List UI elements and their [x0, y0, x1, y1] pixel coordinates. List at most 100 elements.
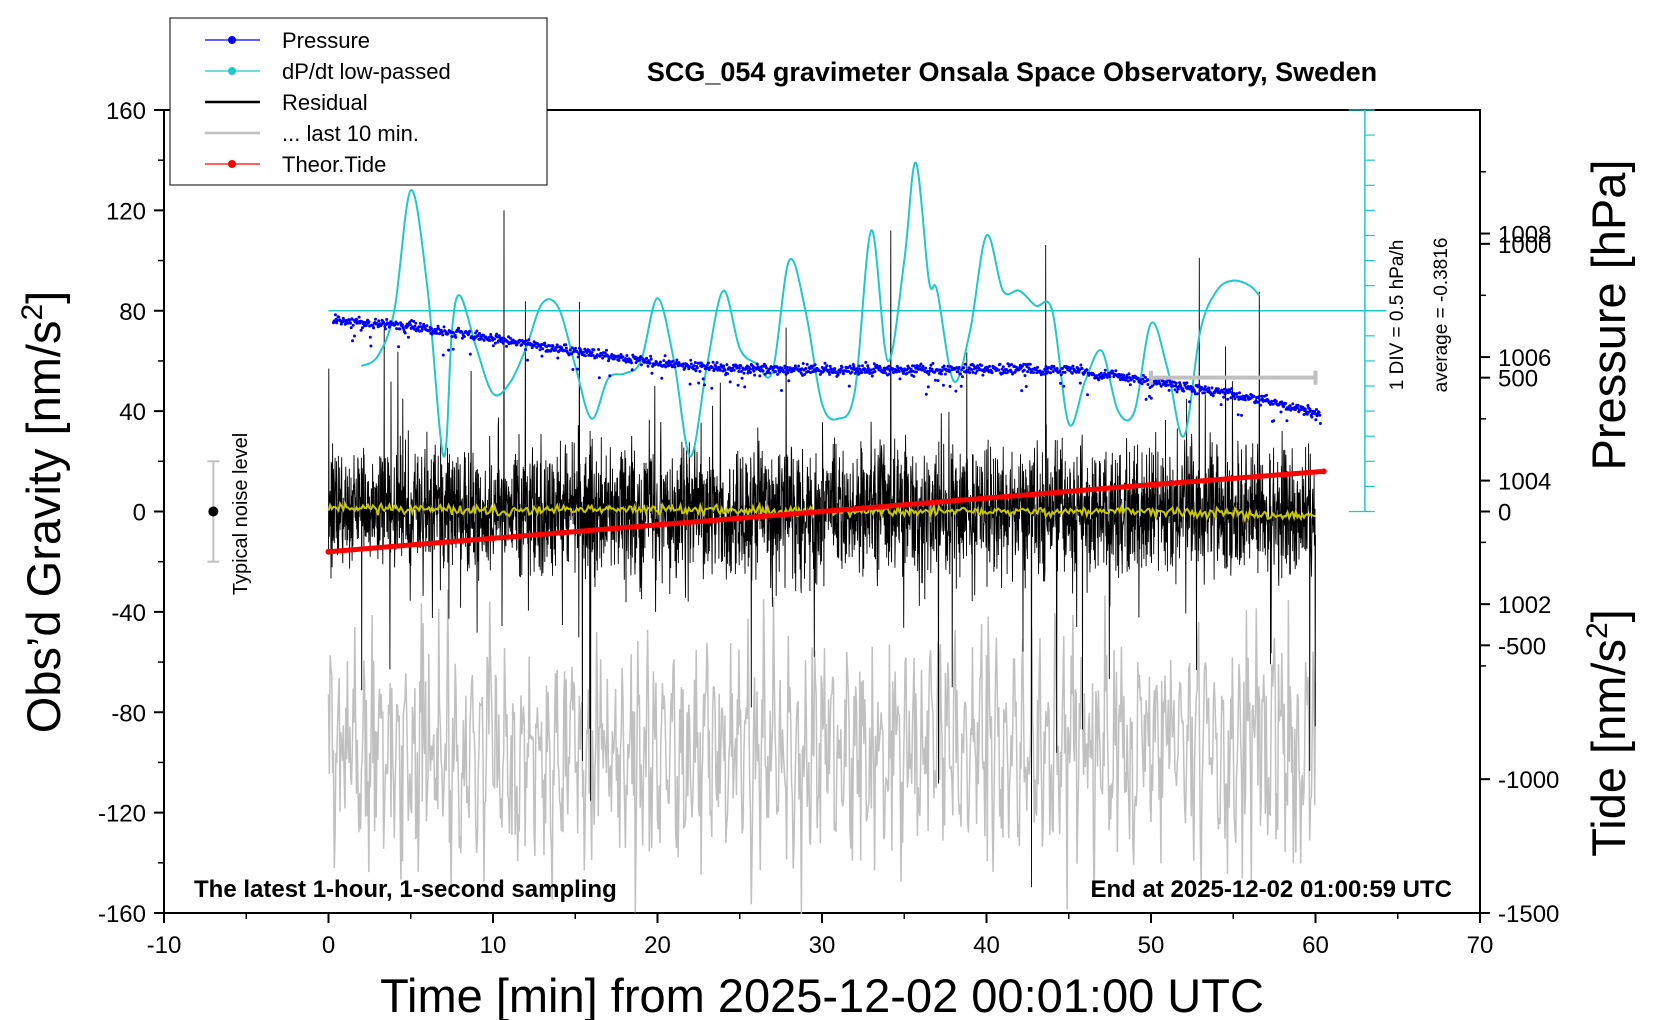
pressure-point: [1280, 400, 1284, 404]
pressure-point: [1059, 373, 1063, 377]
gravity-axis-label: Obs’d Gravity [nm/s2]: [16, 291, 70, 733]
pressure-point: [571, 368, 575, 371]
pressure-point: [1318, 422, 1322, 425]
pressure-point: [954, 389, 958, 393]
pressure-point: [856, 370, 860, 373]
pressure-point: [748, 367, 752, 371]
pressure-point: [1224, 391, 1228, 394]
pressure-point: [1176, 387, 1180, 391]
tide-axis-label-sup: 2: [1581, 622, 1614, 639]
pressure-point: [349, 321, 352, 325]
pressure-point: [1226, 397, 1230, 401]
pressure-point: [1063, 370, 1067, 374]
pressure-point: [396, 322, 400, 326]
pressure-point: [898, 377, 902, 381]
x-axis-label: Time [min] from 2025-12-02 00:01:00 UTC: [380, 969, 1264, 1020]
pressure-point: [1238, 391, 1241, 395]
pressure-point: [360, 326, 364, 330]
pressure-point: [1260, 394, 1264, 398]
pressure-point: [1288, 404, 1292, 408]
pressure-point: [692, 364, 696, 368]
pressure-point: [1195, 392, 1199, 396]
pressure-point: [493, 337, 497, 341]
pressure-point: [929, 363, 933, 367]
pressure-point: [851, 363, 855, 366]
pressure-point: [735, 364, 739, 368]
tide-tick-label: -500: [1498, 633, 1546, 660]
pressure-point: [1318, 413, 1322, 417]
pressure-point: [689, 358, 693, 362]
pressure-point: [694, 369, 698, 373]
pressure-point: [833, 367, 837, 371]
pressure-point: [333, 313, 337, 317]
pressure-point: [728, 380, 732, 384]
pressure-point: [739, 370, 743, 373]
pressure-point: [359, 328, 363, 332]
pressure-point: [462, 335, 466, 339]
gravity-tick-label: -160: [98, 901, 146, 928]
pressure-point: [761, 369, 765, 373]
pressure-point: [364, 324, 368, 327]
x-tick-label: -10: [147, 932, 182, 959]
pressure-point: [579, 348, 583, 352]
pressure-point: [1166, 383, 1170, 387]
pressure-point: [582, 350, 585, 354]
pressure-point: [946, 364, 950, 368]
pressure-point: [1285, 419, 1289, 423]
pressure-point: [641, 357, 645, 361]
pressure-point: [793, 364, 797, 368]
pressure-point: [1042, 372, 1046, 376]
last-10-min-line: [327, 589, 1317, 915]
pressure-point: [645, 356, 649, 360]
pressure-point: [398, 327, 402, 331]
x-tick-label: 50: [1138, 932, 1165, 959]
pressure-point: [460, 330, 464, 334]
pressure-point: [786, 366, 789, 369]
pressure-point: [551, 345, 555, 348]
pressure-point: [617, 359, 621, 362]
pressure-point: [1044, 365, 1048, 368]
pressure-point: [425, 324, 429, 328]
pressure-point: [786, 371, 790, 375]
pressure-point: [1080, 367, 1084, 371]
pressure-point: [1216, 387, 1220, 391]
pressure-point: [785, 368, 789, 372]
pressure-point: [866, 364, 870, 368]
pressure-point: [1070, 371, 1074, 375]
pressure-point: [576, 367, 580, 371]
pressure-point: [828, 372, 832, 376]
pressure-point: [1143, 375, 1147, 379]
pressure-point: [406, 324, 410, 328]
pressure-point: [1235, 392, 1239, 396]
pressure-point: [840, 365, 844, 369]
pressure-point: [383, 327, 387, 331]
pressure-point: [707, 361, 710, 365]
pressure-point: [1023, 374, 1027, 378]
pressure-point: [435, 331, 439, 335]
pressure-tick-label: 1002: [1498, 592, 1551, 619]
pressure-point: [1128, 383, 1132, 387]
pressure-point: [1140, 382, 1144, 386]
pressure-point: [1306, 404, 1310, 407]
pressure-point: [1071, 364, 1075, 368]
pressure-point: [412, 319, 416, 323]
pressure-point: [1058, 369, 1062, 373]
pressure-point: [780, 389, 783, 392]
pressure-axis-ticks: 1008 1006 1004 1002: [1480, 171, 1551, 667]
pressure-point: [634, 361, 638, 365]
pressure-point: [1228, 390, 1232, 394]
gravity-tick-label: -40: [111, 600, 146, 627]
pressure-point: [1222, 395, 1226, 399]
pressure-point: [818, 372, 822, 376]
pressure-point: [590, 351, 594, 354]
pressure-point: [442, 325, 446, 329]
pressure-point: [1146, 383, 1150, 386]
pressure-point: [689, 362, 693, 366]
pressure-point: [1219, 403, 1223, 407]
pressure-point: [933, 370, 937, 374]
pressure-point: [441, 353, 445, 357]
pressure-point: [524, 348, 528, 352]
pressure-point: [774, 370, 778, 373]
pressure-point: [377, 319, 381, 323]
pressure-point: [1144, 397, 1148, 401]
